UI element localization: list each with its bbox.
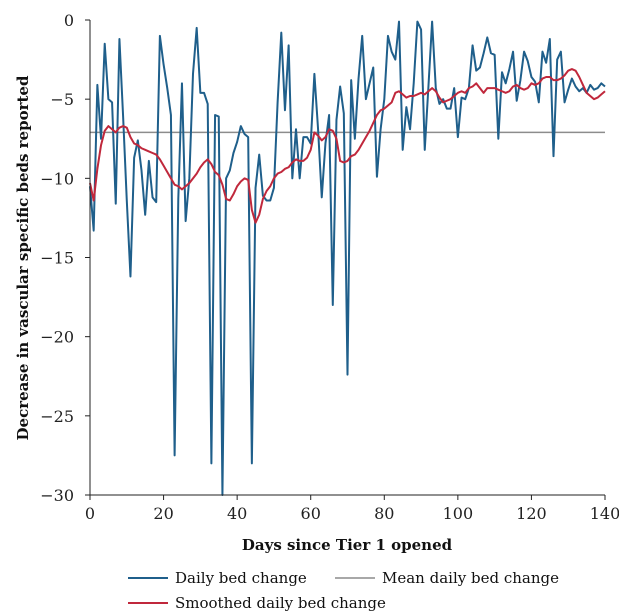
x-tick-label: 100 [443, 504, 474, 523]
x-axis-title: Days since Tier 1 opened [242, 536, 453, 554]
x-tick-label: 0 [85, 504, 95, 523]
x-tick-label: 40 [227, 504, 247, 523]
x-tick-label: 140 [590, 504, 619, 523]
y-tick-label: −15 [40, 249, 74, 268]
legend-label-daily: Daily bed change [175, 569, 307, 587]
series-line-smoothed-daily-bed-change [89, 68, 606, 224]
y-tick-label: −25 [40, 407, 74, 426]
y-axis-title: Decrease in vascular specific beds repor… [14, 75, 32, 440]
y-tick-label: −5 [50, 90, 74, 109]
y-tick-label: 0 [64, 11, 74, 30]
y-tick-label: −10 [40, 169, 74, 188]
plot-area [89, 20, 606, 496]
y-tick-label: −20 [40, 328, 74, 347]
x-tick-label: 20 [153, 504, 173, 523]
legend-label-smoothed: Smoothed daily bed change [175, 594, 386, 612]
x-tick-label: 60 [301, 504, 321, 523]
y-tick-label: −30 [40, 486, 74, 505]
x-tick-label: 120 [516, 504, 547, 523]
y-ticks: 0 −5 −10 −15 −20 −25 −30 [40, 11, 90, 505]
legend-label-mean: Mean daily bed change [382, 569, 559, 587]
x-tick-label: 80 [374, 504, 394, 523]
x-ticks: 0 20 40 60 80 100 120 140 [85, 495, 619, 523]
series-line-daily-bed-change [89, 20, 606, 496]
legend: Daily bed change Mean daily bed change S… [128, 569, 559, 612]
